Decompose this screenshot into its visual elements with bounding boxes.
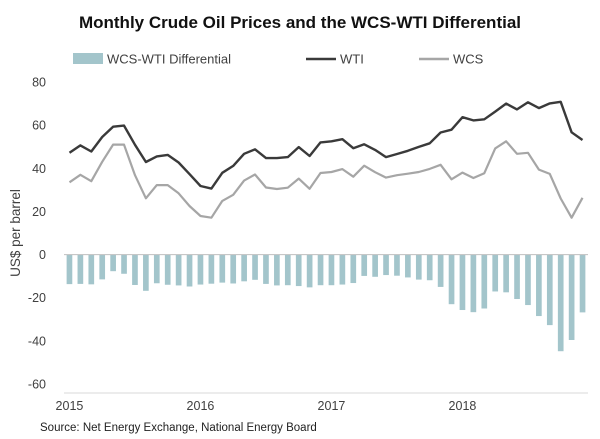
source-note: Source: Net Energy Exchange, National En… — [40, 422, 317, 434]
differential-bar — [143, 254, 149, 291]
differential-bar — [394, 254, 400, 276]
differential-bar — [132, 254, 138, 285]
y-tick-label: -20 — [28, 291, 46, 305]
differential-bar — [525, 254, 531, 306]
differential-bar — [317, 254, 324, 286]
legend-diff-label: WCS-WTI Differential — [107, 52, 231, 67]
chart-title: Monthly Crude Oil Prices and the WCS-WTI… — [79, 13, 521, 32]
differential-bar — [546, 254, 553, 326]
differential-bar — [372, 254, 378, 277]
differential-bars — [66, 254, 586, 352]
differential-bar — [274, 254, 280, 286]
y-axis: -60 -40 -20 0 20 40 60 80 — [28, 76, 46, 392]
x-tick-label: 2018 — [449, 399, 477, 413]
differential-bar — [175, 254, 182, 286]
differential-bar — [241, 254, 247, 282]
differential-bar — [339, 254, 346, 285]
differential-bar — [121, 254, 127, 274]
differential-bar — [164, 254, 171, 285]
x-axis: 2015 2016 2017 2018 — [56, 399, 477, 413]
differential-bar — [503, 254, 509, 293]
differential-bar — [383, 254, 389, 276]
differential-bar — [88, 254, 95, 285]
y-tick-label: 40 — [32, 162, 46, 176]
y-tick-label: 60 — [32, 119, 46, 133]
y-tick-label: 0 — [39, 248, 46, 262]
differential-bar — [470, 254, 477, 313]
differential-bar — [306, 254, 313, 288]
differential-bar — [295, 254, 302, 287]
y-tick-label: -60 — [28, 378, 46, 392]
differential-bar — [197, 254, 204, 285]
differential-bar — [426, 254, 433, 281]
differential-bar — [405, 254, 411, 278]
differential-bar — [208, 254, 215, 284]
differential-bar — [186, 254, 193, 287]
y-tick-label: 80 — [32, 76, 46, 90]
differential-bar — [350, 254, 357, 284]
differential-bar — [579, 254, 586, 313]
differential-bar — [459, 254, 466, 311]
differential-bar — [492, 254, 499, 292]
differential-bar — [230, 254, 237, 284]
differential-bar — [77, 254, 84, 284]
x-tick-label: 2015 — [56, 399, 84, 413]
differential-bar — [448, 254, 455, 305]
differential-bar — [557, 254, 564, 352]
x-tick-label: 2016 — [187, 399, 215, 413]
differential-bar — [263, 254, 269, 284]
legend-wcs-label: WCS — [453, 52, 484, 67]
differential-bar — [328, 254, 335, 286]
differential-bar — [514, 254, 520, 300]
differential-bar — [415, 254, 422, 280]
differential-bar — [153, 254, 160, 284]
wcs-series-line — [68, 140, 584, 219]
wti-series-line — [68, 100, 584, 190]
y-axis-label: US$ per barrel — [8, 189, 23, 277]
differential-bar — [568, 254, 575, 340]
differential-bar — [536, 254, 542, 317]
differential-bar — [437, 254, 444, 287]
differential-bar — [219, 254, 226, 283]
differential-bar — [481, 254, 488, 309]
x-tick-label: 2017 — [318, 399, 346, 413]
y-tick-label: -40 — [28, 334, 46, 348]
differential-bar — [99, 254, 106, 280]
y-tick-label: 20 — [32, 205, 46, 219]
differential-bar — [361, 254, 368, 276]
legend: WCS-WTI Differential WTI WCS — [73, 52, 484, 67]
differential-bar — [252, 254, 258, 280]
differential-bar — [66, 254, 73, 285]
differential-bar — [284, 254, 291, 286]
legend-diff-swatch — [73, 53, 103, 64]
differential-bar — [110, 254, 116, 272]
legend-wti-label: WTI — [340, 52, 364, 67]
